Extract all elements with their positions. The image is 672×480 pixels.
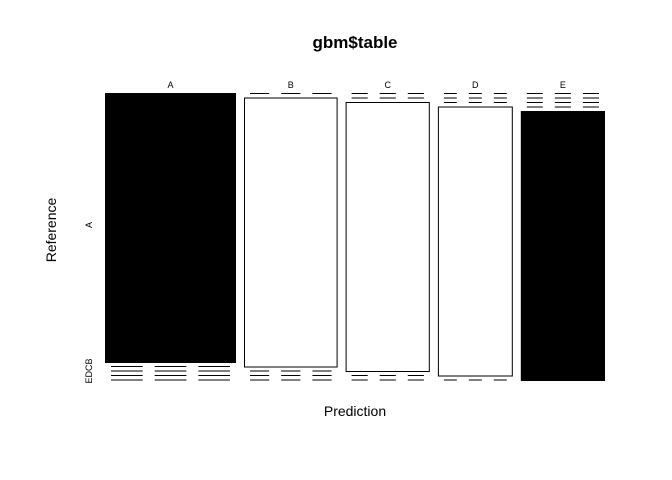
column-labels: A B C D E bbox=[167, 80, 565, 90]
y-tick-label-minor: EDCB bbox=[84, 358, 94, 383]
column-label-c: C bbox=[385, 80, 392, 90]
y-tick-label-major: A bbox=[84, 222, 94, 228]
mosaic-cells bbox=[105, 93, 605, 381]
column-label-d: D bbox=[472, 80, 479, 90]
cell-diagonal-a bbox=[105, 93, 236, 363]
cell-diagonal-c bbox=[345, 102, 430, 372]
cell-diagonal-e bbox=[520, 111, 605, 381]
y-axis-label: Reference bbox=[43, 197, 59, 262]
column-label-b: B bbox=[288, 80, 294, 90]
column-label-a: A bbox=[167, 80, 173, 90]
cell-diagonal-d bbox=[437, 106, 513, 377]
cell-diagonal-b bbox=[244, 97, 338, 368]
x-axis-label: Prediction bbox=[324, 403, 386, 419]
chart-title: gbm$table bbox=[312, 33, 397, 52]
column-label-e: E bbox=[560, 80, 566, 90]
